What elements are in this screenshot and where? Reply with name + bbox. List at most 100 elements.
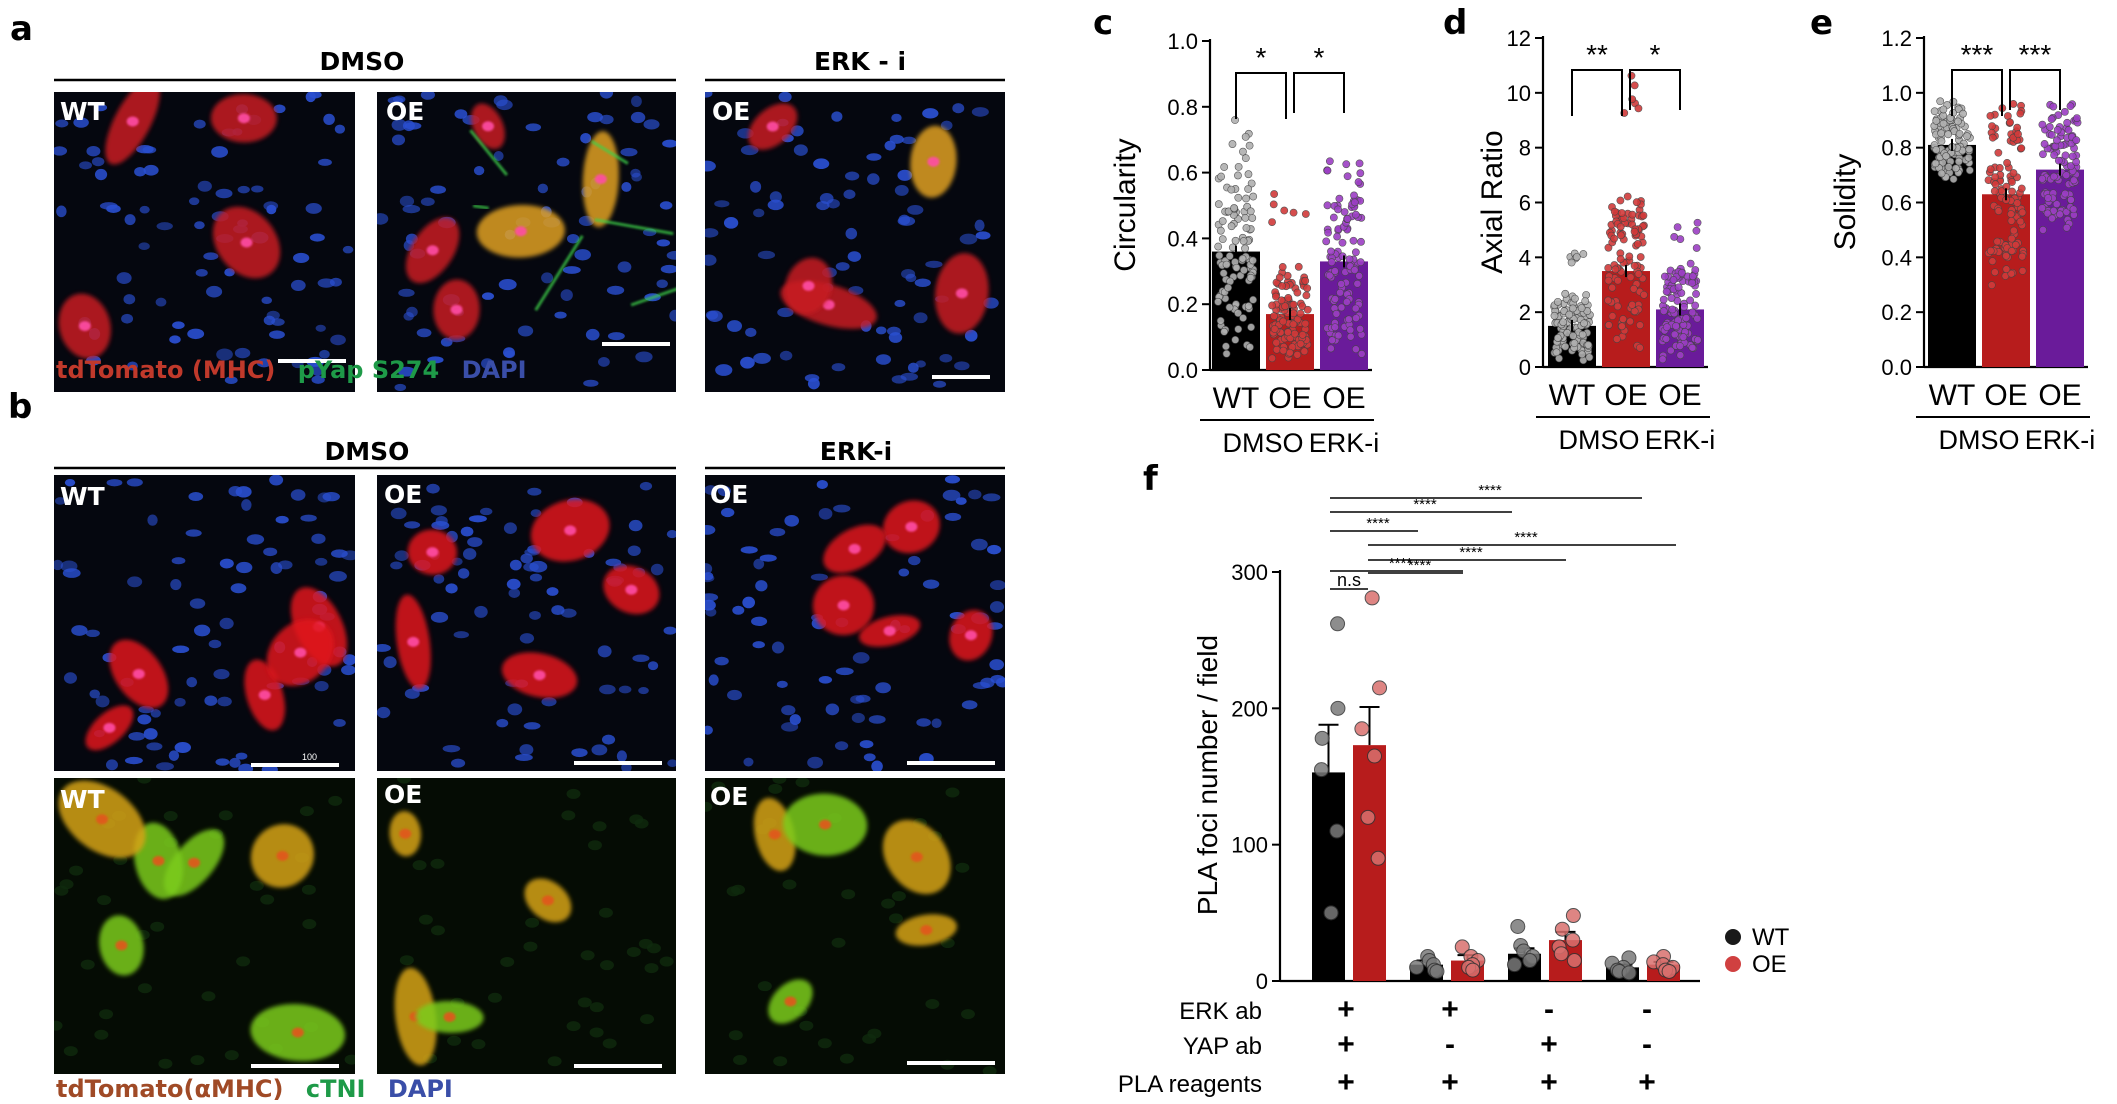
category-label: OE (2038, 379, 2081, 412)
nucleus (97, 895, 112, 906)
cell-nucleus (78, 321, 91, 332)
data-point (1636, 253, 1645, 261)
nucleus (561, 810, 576, 821)
micrograph-b-wt-top (54, 475, 355, 771)
nucleus (402, 204, 421, 214)
nucleus (831, 937, 846, 948)
data-point (1937, 129, 1946, 138)
nucleus (328, 795, 343, 806)
comparison-label: **** (1459, 544, 1483, 561)
group-title-erki-b: ERK-i (820, 437, 892, 466)
nucleus (390, 507, 407, 520)
data-point (1692, 290, 1700, 298)
nucleus (599, 960, 614, 971)
cell-nucleus (541, 895, 554, 906)
cell-nucleus (927, 156, 940, 167)
nucleus (216, 348, 233, 361)
nucleus (933, 380, 947, 388)
data-point (1322, 237, 1331, 246)
nucleus (63, 672, 77, 684)
data-point (1554, 921, 1570, 937)
data-point (1352, 314, 1360, 323)
nucleus (290, 489, 306, 501)
significance-bracket (1293, 72, 1345, 113)
nucleus (94, 168, 108, 181)
nucleus (621, 182, 632, 192)
data-point (1270, 190, 1279, 198)
nucleus (982, 1066, 997, 1074)
data-point (1344, 315, 1353, 324)
nucleus (715, 364, 733, 376)
data-point (1613, 276, 1622, 285)
y-tick-label: 300 (1231, 560, 1268, 585)
fiber (594, 218, 674, 236)
condition-row-label: YAP ab (1183, 1033, 1262, 1060)
data-point (1550, 311, 1559, 320)
data-point (1220, 163, 1229, 171)
image-tag-b-oe-dmso-top: OE (384, 480, 422, 509)
data-point (1616, 196, 1625, 205)
nucleus (399, 195, 415, 207)
nucleus (498, 279, 517, 291)
nucleus (727, 320, 743, 332)
data-point (1623, 192, 1632, 201)
legend-b-dapi: DAPI (388, 1075, 453, 1103)
nucleus (884, 140, 896, 151)
nucleus (727, 689, 742, 701)
data-point (1330, 616, 1346, 632)
nucleus (56, 205, 67, 218)
data-point (1954, 117, 1962, 126)
chart-pla-foci: 0 100 200 300 PLA foci number / field n.s ****… (1118, 482, 1790, 1099)
nucleus (705, 607, 717, 617)
condition-row-label: PLA reagents (1118, 1071, 1262, 1098)
nucleus (188, 197, 200, 206)
nucleus (922, 579, 940, 589)
nucleus (773, 1056, 788, 1067)
nucleus (894, 184, 909, 196)
data-point (1566, 953, 1582, 969)
data-point (1280, 206, 1289, 215)
data-point (1630, 261, 1639, 270)
data-point (1628, 300, 1637, 309)
nucleus (442, 744, 461, 753)
comparison-label: n.s (1337, 570, 1361, 590)
significance-label: ** (1586, 39, 1608, 70)
nucleus (855, 694, 871, 703)
nucleus (123, 294, 136, 305)
data-point (1246, 273, 1255, 282)
data-point (2002, 251, 2010, 260)
data-point (1604, 276, 1613, 285)
data-point (1331, 295, 1340, 303)
nucleus (390, 561, 403, 570)
nucleus (519, 744, 534, 756)
nucleus (517, 325, 534, 337)
nucleus (468, 515, 487, 523)
data-point (1944, 163, 1953, 171)
bar (1312, 772, 1345, 981)
nucleus (705, 599, 716, 611)
nucleus (54, 559, 63, 571)
y-tick-label: 12 (1507, 26, 1531, 51)
nucleus (866, 153, 882, 161)
data-point (1561, 289, 1570, 298)
data-point (1611, 265, 1620, 274)
nucleus (618, 685, 632, 694)
data-point (1364, 590, 1380, 606)
cell-nucleus (594, 174, 607, 185)
legend-b: tdTomato(αMHC) cTNI DAPI (56, 1075, 453, 1103)
nucleus (467, 537, 483, 547)
data-point (1628, 210, 1637, 219)
data-point (1298, 330, 1307, 339)
image-tag-b-oe-dmso-bottom: OE (384, 780, 422, 809)
nucleus (968, 489, 982, 500)
nucleus (925, 999, 940, 1010)
cell-nucleus (784, 996, 797, 1007)
data-point (1618, 322, 1626, 331)
data-point (1604, 243, 1613, 252)
data-point (1218, 217, 1227, 226)
data-point (1688, 343, 1697, 352)
nucleus (914, 278, 931, 288)
y-tick-label: 0.4 (1167, 226, 1198, 251)
cell-nucleus (955, 288, 968, 299)
